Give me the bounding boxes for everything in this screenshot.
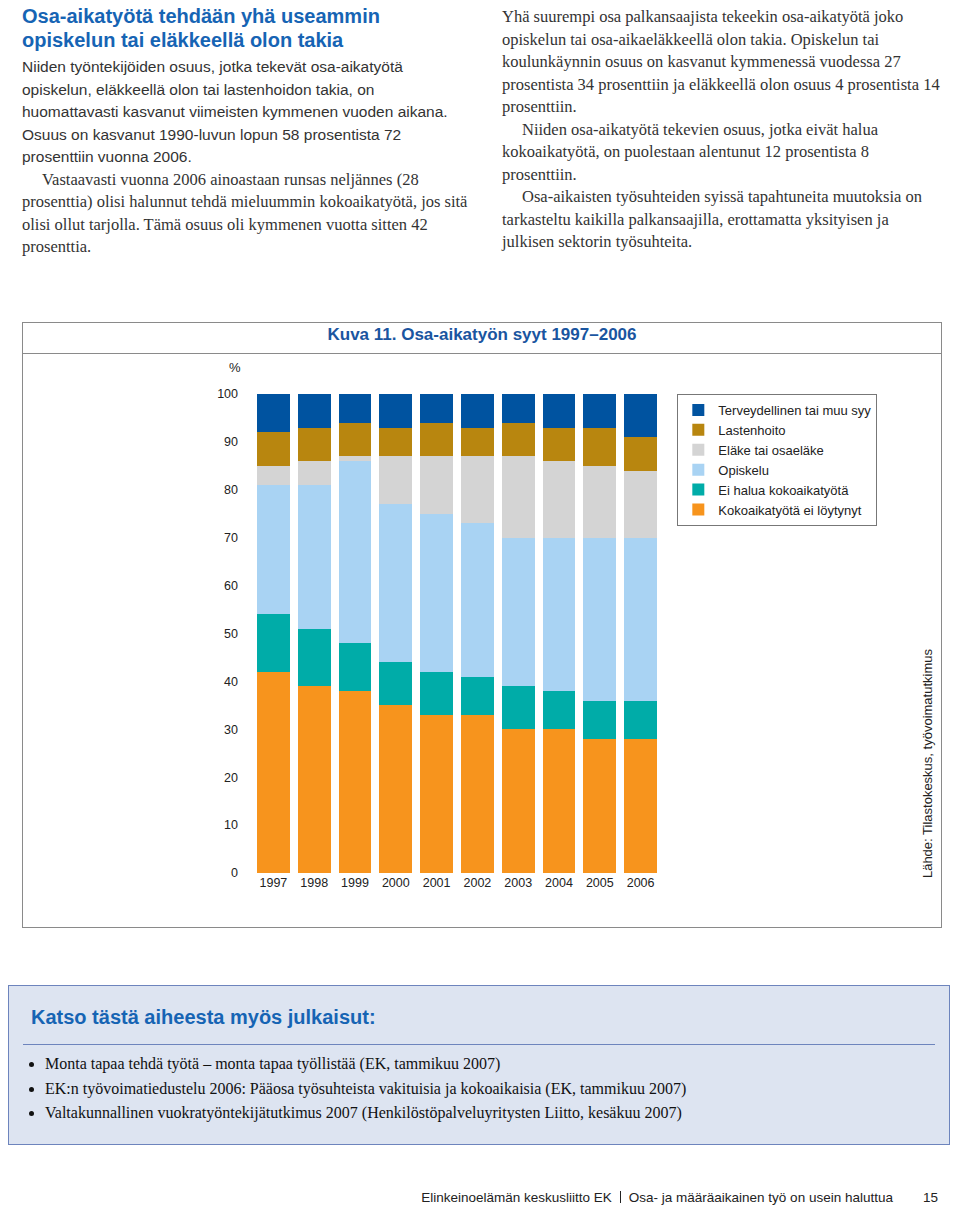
html-text:Yhä suurempi osa palkansaajist: Yhä suurempi osa palkansaajista tekeekin… <box>502 7 940 116</box>
svg-text:%: % <box>229 360 241 375</box>
svg-text:2005: 2005 <box>586 876 614 890</box>
svg-text:100: 100 <box>217 387 238 401</box>
svg-text:30: 30 <box>224 723 238 737</box>
svg-text:2000: 2000 <box>382 876 410 890</box>
svg-text:1997: 1997 <box>259 876 287 890</box>
html-text:Katso tästä aiheesta myös julk: Katso tästä aiheesta myös julkaisut: <box>31 1006 376 1028</box>
svg-text:Kuva 11. Osa-aikatyön syyt 199: Kuva 11. Osa-aikatyön syyt 1997–2006 <box>327 325 636 344</box>
html-text:Niiden työntekijöiden osuus, j: Niiden työntekijöiden osuus, jotka tekev… <box>22 58 448 165</box>
svg-text:60: 60 <box>224 579 238 593</box>
html-text:Osa-aikaisten työsuhteiden syi: Osa-aikaisten työsuhteiden syissä tapaht… <box>502 187 922 251</box>
svg-text:2003: 2003 <box>504 876 532 890</box>
svg-text:1999: 1999 <box>341 876 369 890</box>
html-text:Osa- ja määräaikainen työ on u: Osa- ja määräaikainen työ on usein halut… <box>628 1190 893 1205</box>
svg-text:2006: 2006 <box>627 876 655 890</box>
html-text:Osa-aikatyötä tehdään yhä usea: Osa-aikatyötä tehdään yhä useammin opisk… <box>22 5 380 51</box>
html-text:Niiden osa-aikatyötä tekevien: Niiden osa-aikatyötä tekevien osuus, jot… <box>502 119 878 184</box>
svg-text:Eläke tai osaeläke: Eläke tai osaeläke <box>718 443 824 458</box>
svg-text:Ei halua kokoaikatyötä: Ei halua kokoaikatyötä <box>718 483 849 498</box>
html-text:Vastaavasti vuonna 2006 ainoas: Vastaavasti vuonna 2006 ainoastaan runsa… <box>22 169 468 256</box>
svg-text:Kokoaikatyötä ei löytynyt: Kokoaikatyötä ei löytynyt <box>718 503 861 518</box>
html-text:Elinkeinoelämän keskusliitto E: Elinkeinoelämän keskusliitto EK <box>421 1190 612 1205</box>
svg-text:Opiskelu: Opiskelu <box>718 463 769 478</box>
svg-text:Lastenhoito: Lastenhoito <box>718 423 785 438</box>
html-text:Valtakunnallinen vuokratyöntek: Valtakunnallinen vuokratyöntekijätutkimu… <box>45 1104 682 1121</box>
svg-text:50: 50 <box>224 627 238 641</box>
html-text:Monta tapaa tehdä työtä – mont: Monta tapaa tehdä työtä – monta tapaa ty… <box>45 1055 501 1072</box>
svg-text:1998: 1998 <box>300 876 328 890</box>
svg-text:2001: 2001 <box>423 876 451 890</box>
html-text:EK:n työvoimatiedustelu 2006:: EK:n työvoimatiedustelu 2006: Pääosa työ… <box>45 1079 687 1097</box>
svg-text:10: 10 <box>224 818 238 832</box>
svg-text:2004: 2004 <box>545 876 573 890</box>
svg-text:90: 90 <box>224 435 238 449</box>
html-text:15: 15 <box>923 1190 938 1205</box>
svg-text:0: 0 <box>231 866 238 880</box>
svg-text:20: 20 <box>224 771 238 785</box>
svg-text:40: 40 <box>224 675 238 689</box>
svg-text:Terveydellinen tai muu syy: Terveydellinen tai muu syy <box>718 403 871 418</box>
svg-text:2002: 2002 <box>463 876 491 890</box>
svg-text:70: 70 <box>224 531 238 545</box>
svg-text:Lähde: Tilastokeskus, työvoima: Lähde: Tilastokeskus, työvoimatutkimus <box>920 649 935 879</box>
svg-text:80: 80 <box>224 483 238 497</box>
